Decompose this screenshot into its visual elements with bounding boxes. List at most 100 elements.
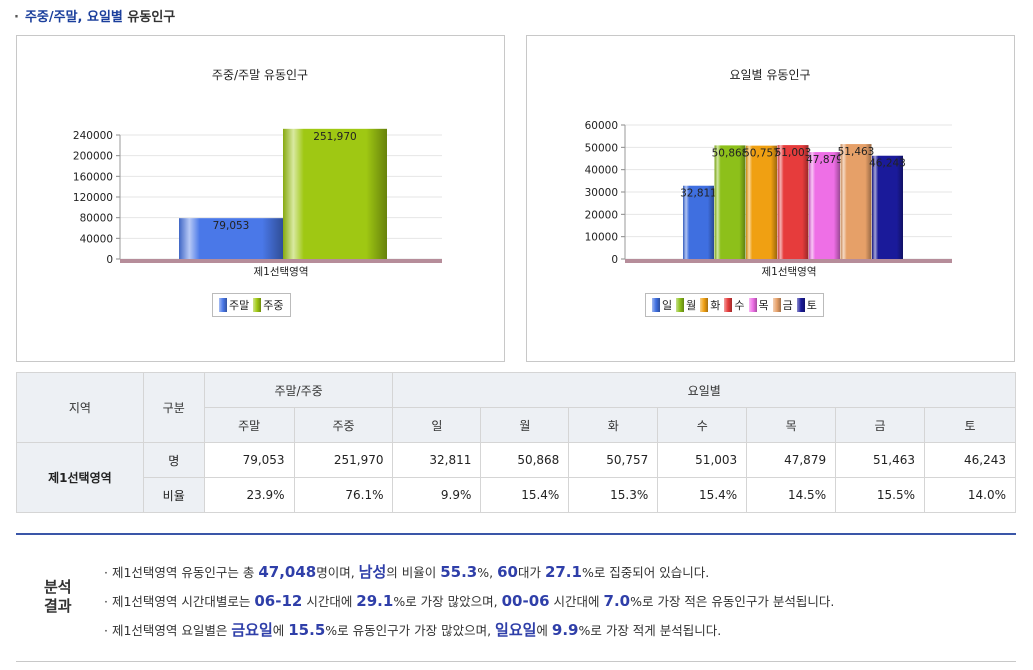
x-axis-label: 제1선택영역 [254, 266, 309, 278]
legend-swatch [772, 298, 781, 312]
y-tick-label: 30000 [585, 187, 618, 199]
weekend-weekday-chart-svg: 주중/주말 유동인구 0 40000 80000 120000 160000 200000 2… [73, 68, 442, 278]
data-label: 79,053 [213, 220, 250, 232]
legend-item: 주중 [253, 297, 284, 313]
highlight: 일요일 [495, 621, 537, 639]
data-label: 50,757 [743, 148, 780, 160]
legend-swatch [253, 298, 262, 312]
bottom-divider [16, 661, 1016, 662]
analysis-line-3: · 제1선택영역 요일별은 금요일에 15.5%로 유동인구가 가장 많았으며,… [104, 616, 834, 645]
highlight: 55.3 [440, 563, 478, 581]
legend-label: 주말 [229, 299, 250, 312]
analysis-label-line2: 결과 [44, 597, 72, 615]
table-row-count: 제1선택영역 명 79,053 251,970 32,811 50,868 50… [16, 442, 1016, 513]
bar-월 [714, 145, 746, 259]
weekday-chart: 요일별 유동인구 0 10000 20000 30000 40000 50000 60000 3… [526, 35, 1015, 362]
text: %로 가장 많았으며, [393, 594, 502, 609]
chart-legend: 주말 주중 [212, 293, 291, 317]
text: 시간대에 [302, 594, 357, 609]
section-title: · 주중/주말, 요일별 유동인구 [14, 6, 175, 25]
legend-swatch [796, 298, 805, 312]
data-label: 251,970 [313, 131, 356, 143]
y-tick-label: 200000 [73, 151, 113, 163]
title-rest: 유동인구 [122, 10, 176, 25]
legend-swatch [652, 298, 660, 312]
weekend-weekday-chart: 주중/주말 유동인구 0 40000 80000 120000 160000 200000 2… [16, 35, 505, 362]
text: %로 가장 적게 분석됩니다. [578, 623, 722, 638]
y-tick-label: 10000 [585, 232, 618, 244]
legend-swatch [700, 298, 709, 312]
header-by-day: 요일별 [392, 372, 1016, 408]
subheader: 월 [480, 407, 570, 443]
chart-title: 주중/주말 유동인구 [212, 68, 308, 82]
legend-item: 수 [724, 297, 745, 313]
analysis-line-1: · 제1선택영역 유동인구는 총 47,048명이며, 남성의 비율이 55.3… [104, 558, 834, 587]
ratio-cell: 9.9% [392, 477, 482, 513]
y-tick-label: 80000 [80, 213, 113, 225]
text: 의 비율이 [386, 565, 441, 580]
data-label: 46,243 [869, 158, 906, 170]
data-label: 47,879 [806, 154, 843, 166]
subheader: 화 [568, 407, 659, 443]
table-row-ratio: 비율 23.9% 76.1% 9.9% 15.4% 15.3% 15.4% 14… [17, 477, 1016, 513]
legend-item: 주말 [219, 297, 249, 313]
highlight: 15.5 [288, 621, 326, 639]
legend-label: 화 [710, 299, 721, 312]
count-cell: 50,757 [568, 442, 659, 478]
legend-swatch [748, 298, 757, 312]
legend-swatch [676, 298, 685, 312]
y-tick-label: 20000 [585, 209, 618, 221]
legend-swatch [219, 298, 227, 312]
legend-swatch [724, 298, 733, 312]
subheader: 주중 [293, 407, 394, 443]
title-bullet: · [14, 10, 19, 25]
subheader: 금 [835, 407, 926, 443]
legend-label: 수 [734, 299, 745, 312]
ratio-cell: 15.4% [657, 477, 748, 513]
highlight: 27.1 [544, 563, 582, 581]
legend-label: 금 [782, 299, 793, 312]
row-label-count: 명 [142, 442, 205, 478]
analysis-label: 분석 결과 [44, 578, 72, 616]
bar-일 [683, 185, 714, 259]
legend-item: 일 [652, 297, 672, 313]
count-cell: 47,879 [746, 442, 837, 478]
count-cell: 79,053 [203, 442, 295, 478]
text: 시간대에 [549, 594, 604, 609]
text: · 제1선택영역 유동인구는 총 [104, 565, 259, 580]
x-axis-label: 제1선택영역 [762, 266, 817, 278]
text: 에 [272, 623, 289, 638]
legend-item: 화 [700, 297, 720, 313]
text: %로 가장 적은 유동인구가 분석됩니다. [630, 594, 835, 609]
highlight: 금요일 [231, 621, 273, 639]
count-cell: 51,003 [657, 442, 748, 478]
header-weekend-weekday: 주말/주중 [203, 372, 394, 408]
ratio-cell: 23.9% [203, 477, 295, 513]
y-tick-label: 0 [106, 254, 113, 266]
header-region: 지역 [16, 372, 144, 443]
ratio-cell: 15.4% [480, 477, 570, 513]
ratio-cell: 15.3% [568, 477, 659, 513]
ratio-cell: 14.5% [746, 477, 837, 513]
y-tick-label: 120000 [73, 192, 113, 204]
x-axis-floor [120, 259, 442, 263]
count-cell: 251,970 [293, 442, 394, 478]
highlight: 60 [497, 563, 518, 581]
highlight: 47,048 [258, 563, 317, 581]
legend-item: 목 [748, 297, 769, 313]
x-axis-floor [625, 259, 952, 263]
text: %로 집중되어 있습니다. [581, 565, 710, 580]
y-tick-label: 0 [611, 254, 618, 266]
subheader: 수 [657, 407, 748, 443]
legend-label: 토 [806, 299, 817, 312]
bar-화 [746, 145, 777, 259]
count-cell: 50,868 [480, 442, 570, 478]
population-table: 지역 구분 주말/주중 요일별 주말 주중 일 월 화 수 목 금 토 제1선택… [16, 372, 1016, 513]
data-label: 51,003 [775, 147, 812, 159]
bar-목 [809, 152, 840, 259]
y-tick-label: 40000 [80, 233, 113, 245]
y-tick-label: 40000 [585, 165, 618, 177]
highlight: 남성 [358, 563, 387, 581]
text: 대가 [517, 565, 545, 580]
